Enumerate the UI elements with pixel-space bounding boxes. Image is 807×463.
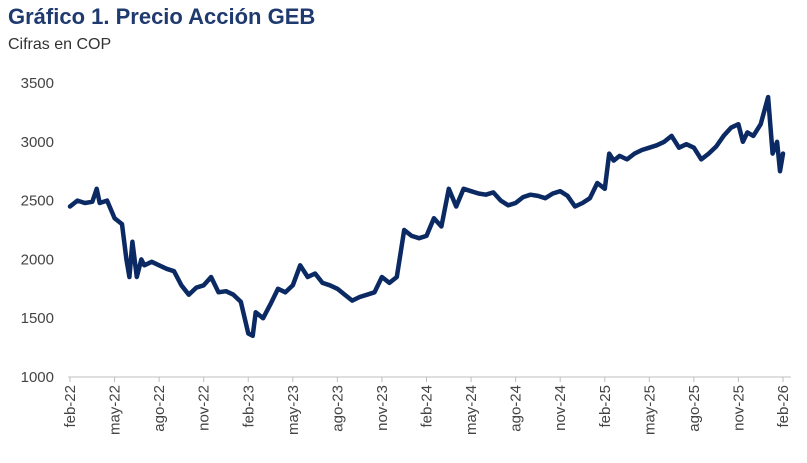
x-tick-label: may-22: [107, 385, 124, 435]
x-tick-label: ago-23: [329, 385, 346, 432]
x-tick-label: feb-22: [62, 385, 79, 428]
x-tick-label: nov-23: [374, 385, 391, 431]
x-tick-label: feb-24: [419, 385, 436, 428]
y-tick-label: 3500: [21, 75, 54, 92]
x-tick-label: may-23: [285, 385, 302, 435]
chart-title: Gráfico 1. Precio Acción GEB: [8, 4, 316, 29]
x-tick-label: ago-25: [686, 385, 703, 432]
y-tick-label: 1500: [21, 310, 54, 327]
x-tick-label: ago-22: [151, 385, 168, 432]
x-tick-label: may-25: [641, 385, 658, 435]
y-tick-label: 2000: [21, 251, 54, 268]
y-tick-label: 2500: [21, 193, 54, 210]
price-line-series: [67, 94, 786, 339]
x-tick-label: nov-24: [552, 385, 569, 431]
x-tick-label: nov-22: [196, 385, 213, 431]
y-tick-label: 3000: [21, 134, 54, 151]
x-tick-label: feb-26: [775, 385, 792, 428]
x-tick-label: nov-25: [730, 385, 747, 431]
x-tick-label: feb-25: [597, 385, 614, 428]
x-tick-label: may-24: [463, 385, 480, 435]
y-tick-label: 1000: [21, 369, 54, 386]
chart-subtitle: Cifras en COP: [8, 36, 112, 53]
x-tick-label: ago-24: [508, 385, 525, 432]
x-tick-label: feb-23: [240, 385, 257, 428]
